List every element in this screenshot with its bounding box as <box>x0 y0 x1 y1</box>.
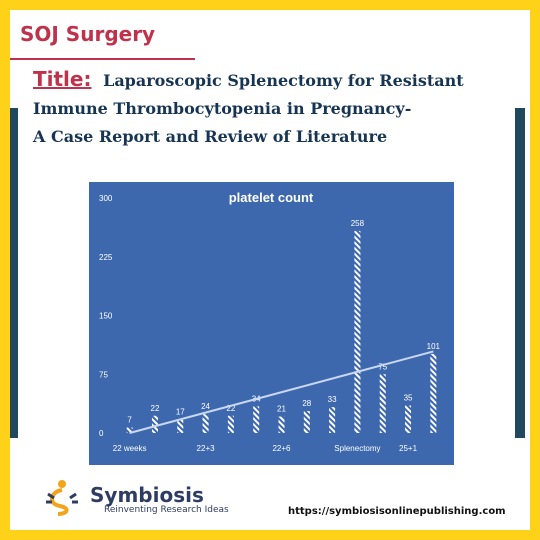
journal-name: SOJ Surgery <box>20 22 156 46</box>
bar <box>278 416 285 433</box>
y-tick-label: 0 <box>99 429 104 438</box>
title-line-1: Title: Laparoscopic Splenectomy for Resi… <box>33 64 464 96</box>
article-title: Title: Laparoscopic Splenectomy for Resi… <box>33 64 464 152</box>
left-accent-bar <box>10 108 18 438</box>
bar-value-label: 28 <box>302 399 311 408</box>
bar <box>379 374 386 433</box>
bar <box>354 230 361 433</box>
bar <box>227 415 234 433</box>
bar <box>202 414 209 433</box>
y-tick-label: 75 <box>99 370 108 379</box>
bar-value-label: 101 <box>427 342 441 351</box>
bar <box>126 427 133 433</box>
x-tick-label: 22 weeks <box>113 444 147 453</box>
trendline <box>129 350 434 434</box>
bar-value-label: 75 <box>378 362 387 371</box>
y-axis-ticks: 0 75 150 225 300 <box>99 194 113 438</box>
y-tick-label: 300 <box>99 194 113 203</box>
journal-underline <box>10 58 195 60</box>
bar-value-label: 258 <box>351 219 365 228</box>
chart-background <box>89 182 454 465</box>
frame-top <box>0 0 540 10</box>
bar <box>303 411 310 433</box>
x-axis-ticks: 22 weeks 22+3 22+6 Splenectomy 25+1 <box>113 444 418 453</box>
bar-value-label: 21 <box>277 405 286 414</box>
bar <box>405 405 412 433</box>
bar-value-label: 33 <box>328 395 337 404</box>
title-text-line-2: Immune Thrombocytopenia in Pregnancy- <box>33 99 412 118</box>
bar-value-label: 24 <box>201 402 210 411</box>
symbiosis-logo-icon <box>46 480 78 516</box>
bar <box>430 353 437 433</box>
bar-value-label: 17 <box>176 408 185 417</box>
title-text-line-1: Laparoscopic Splenectomy for Resistant <box>103 71 464 90</box>
y-tick-label: 150 <box>99 312 113 321</box>
x-tick-label: 22+6 <box>272 444 291 453</box>
x-tick-label: 25+1 <box>399 444 418 453</box>
right-accent-bar <box>515 108 525 438</box>
bar-value-label: 22 <box>151 404 160 413</box>
trendline-group <box>129 350 434 434</box>
bar <box>253 406 260 433</box>
bar-value-label: 35 <box>404 394 413 403</box>
bar-value-label: 7 <box>127 416 132 425</box>
frame-bottom <box>0 530 540 540</box>
bar <box>177 419 184 433</box>
brand-tagline: Reinventing Research Ideas <box>104 505 229 515</box>
publisher-url[interactable]: https://symbiosisonlinepublishing.com <box>288 506 506 517</box>
x-tick-label: Splenectomy <box>334 444 380 453</box>
chart-title: platelet count <box>229 190 314 205</box>
bars <box>126 230 437 433</box>
title-text-line-3: A Case Report and Review of Literature <box>33 127 388 146</box>
title-label: Title: <box>33 67 92 91</box>
brand-name: Symbiosis <box>90 483 204 507</box>
x-tick-label: 22+3 <box>197 444 216 453</box>
frame-left <box>0 0 10 540</box>
bar-value-label: 22 <box>226 404 235 413</box>
frame-right <box>530 0 540 540</box>
bar <box>151 415 158 433</box>
y-tick-label: 225 <box>99 253 113 262</box>
bar <box>329 407 336 433</box>
